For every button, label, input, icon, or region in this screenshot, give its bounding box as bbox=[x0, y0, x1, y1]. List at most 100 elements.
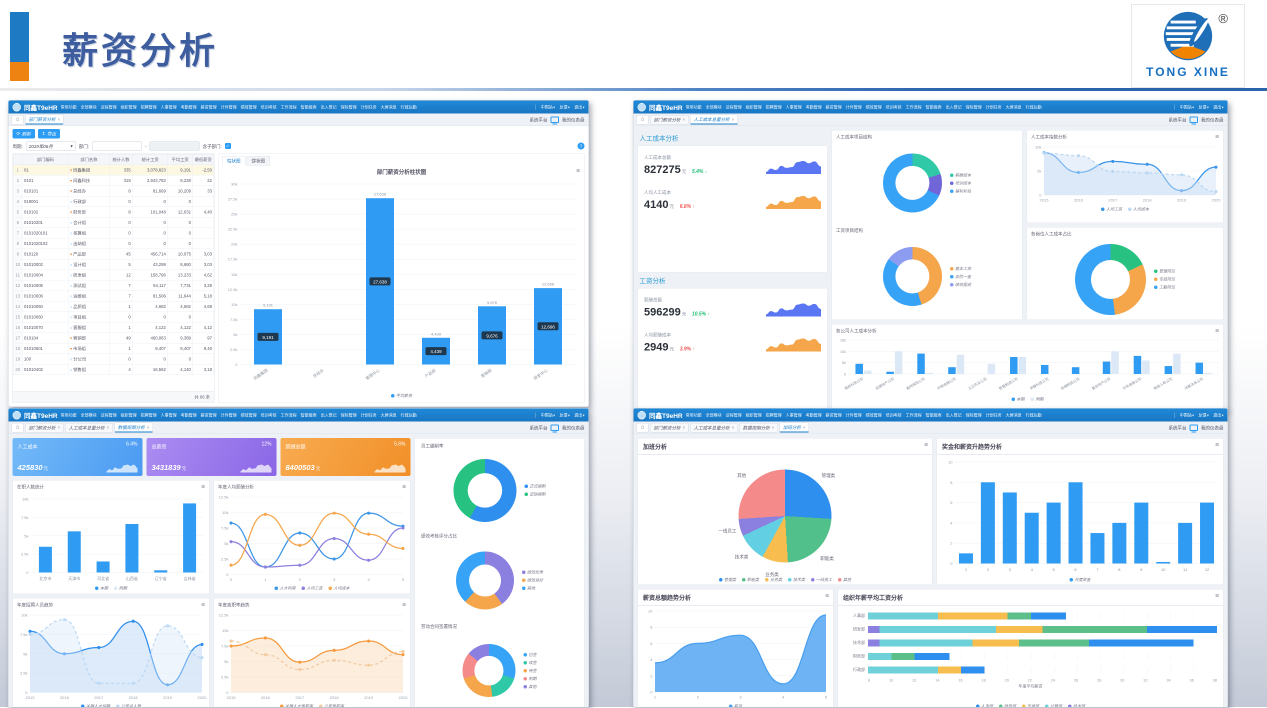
legend-item[interactable]: 其他 bbox=[838, 577, 851, 583]
tab[interactable]: 部门薪资分析 × bbox=[650, 114, 689, 125]
stack-segment[interactable] bbox=[1147, 625, 1217, 633]
legend-item[interactable]: 工勤岗位 bbox=[1154, 285, 1175, 291]
nav-item[interactable]: 全部模块 bbox=[80, 412, 97, 418]
donut-chart[interactable] bbox=[883, 153, 942, 213]
nav-dropdown[interactable]: 中国站▾ bbox=[540, 412, 555, 418]
nav-dropdown[interactable]: 中国站▾ bbox=[540, 104, 555, 110]
annual-salary-line-chart[interactable]: 0 2.5k 5k 7.5k 10k 12.5k 0 1 2 3 4 5 bbox=[214, 492, 410, 583]
nav-dropdown[interactable]: 反馈▾ bbox=[1198, 104, 1209, 110]
legend-item[interactable]: 人均成本 bbox=[328, 586, 350, 592]
platform-link[interactable]: 系统平台 bbox=[529, 425, 548, 431]
table-row[interactable]: 20 01010402 ○销售组 4 16,562 4,140 3,18 bbox=[12, 364, 215, 375]
dashboard-link[interactable]: 我的仪表盘 bbox=[561, 425, 585, 431]
nav-item[interactable]: 智能报表 bbox=[925, 412, 942, 418]
nav-item[interactable]: 保险管理 bbox=[340, 412, 357, 418]
tab[interactable]: 部门薪资分析 × bbox=[25, 114, 64, 125]
nav-item[interactable]: 招聘管理 bbox=[140, 412, 157, 418]
legend-item[interactable]: 职能类 bbox=[742, 577, 759, 583]
legend-item[interactable]: 福利补贴 bbox=[950, 188, 971, 194]
nav-item[interactable]: 常用功能 bbox=[60, 104, 77, 110]
nav-item[interactable]: 工作流程 bbox=[905, 412, 922, 418]
legend-item[interactable]: 到期 bbox=[523, 676, 537, 682]
period-select[interactable]: 2019年06月 ▾ bbox=[25, 141, 76, 151]
legend-item[interactable]: 人才利用 bbox=[274, 586, 296, 592]
legend-item[interactable]: 绩效提成 bbox=[950, 282, 971, 288]
table-row[interactable]: 14 01010050 ○品质组 1 4,682 4,682 4,68 bbox=[12, 301, 215, 312]
legend-item[interactable]: 人事部 bbox=[976, 703, 993, 707]
platform-link[interactable]: 系统平台 bbox=[1168, 117, 1187, 123]
nav-item[interactable]: 智能报表 bbox=[925, 104, 942, 110]
nav-item[interactable]: 人事管理 bbox=[785, 412, 802, 418]
legend-item[interactable]: 薪资 bbox=[729, 703, 742, 707]
table-row[interactable]: 4 019001 ○行政部 0 0 0 bbox=[12, 196, 215, 207]
nav-item[interactable]: 人事管理 bbox=[160, 104, 177, 110]
post-cost-donut[interactable]: 管理岗位 专技岗位 工勤岗位 bbox=[1027, 239, 1223, 320]
nav-dropdown[interactable]: 反馈▾ bbox=[559, 104, 570, 110]
nav-item[interactable]: 常用功能 bbox=[60, 412, 77, 418]
nav-item[interactable]: 全部模块 bbox=[80, 104, 97, 110]
nav-item[interactable]: 组织管理 bbox=[745, 412, 762, 418]
nav-item[interactable]: 大屏消息 bbox=[1005, 104, 1022, 110]
tab[interactable]: 数据周期分析 × bbox=[114, 422, 153, 433]
stack-segment[interactable] bbox=[868, 612, 938, 620]
table-row[interactable]: 16 01010070 ○客服组 1 4,122 4,122 4,12 bbox=[12, 322, 215, 333]
export-button[interactable]: ↥ 导出 bbox=[37, 129, 61, 139]
column-header[interactable]: 统计人数 bbox=[109, 154, 133, 165]
nav-item[interactable]: 行政后勤 bbox=[400, 412, 417, 418]
expand-icon[interactable]: ▾ bbox=[70, 210, 73, 215]
nav-item[interactable]: 考勤管理 bbox=[180, 412, 197, 418]
stack-segment[interactable] bbox=[879, 625, 996, 633]
stack-segment[interactable] bbox=[879, 639, 973, 647]
table-row[interactable]: 8 0101020102 ○出纳组 0 0 0 bbox=[12, 238, 215, 249]
stack-segment[interactable] bbox=[914, 652, 950, 660]
legend-item[interactable]: 其他 bbox=[522, 586, 535, 592]
nav-item[interactable]: 计件管理 bbox=[220, 104, 237, 110]
table-row[interactable]: 12 01010005 ○测试组 7 54,117 7,731 3,29 bbox=[12, 280, 215, 291]
menu-icon[interactable]: ≡ bbox=[1215, 326, 1219, 334]
legend-item[interactable]: 管理岗位 bbox=[1154, 269, 1175, 275]
platform-link[interactable]: 系统平台 bbox=[1168, 425, 1187, 431]
table-row[interactable]: 11 01010004 ○研发组 12 158,796 13,233 4,62 bbox=[12, 269, 215, 281]
tab[interactable]: 部门薪资分析 × bbox=[25, 422, 64, 433]
nav-item[interactable]: 绩效管理 bbox=[865, 412, 882, 418]
legend-item[interactable]: 人均工资 bbox=[1101, 206, 1122, 212]
expand-icon[interactable]: ▾ bbox=[70, 346, 73, 352]
nav-item[interactable]: 计件管理 bbox=[845, 104, 862, 110]
donut-chart[interactable] bbox=[462, 644, 516, 698]
nav-item[interactable]: 培训考核 bbox=[885, 412, 902, 418]
nav-item[interactable]: 出入登记 bbox=[945, 104, 962, 110]
column-header[interactable]: 部门编码 bbox=[22, 154, 69, 165]
tab[interactable]: 人工成本总量分析 × bbox=[690, 422, 738, 433]
company-cost-bar-chart[interactable]: 0 5k 10k 15k 城启科技公司 浪潮地产公司 森特保险公司 中物金融公司 立正实业公司数… bbox=[832, 336, 1223, 394]
dept-salary-bar-chart[interactable]: 0 2.5k 5k 7.5k 10k 12.5k 15k 17.5k 20k 22.5k 25k 27… bbox=[222, 177, 581, 391]
nav-item[interactable]: 议程管理 bbox=[100, 412, 117, 418]
column-header[interactable]: 最低薪资 bbox=[192, 154, 215, 165]
table-row[interactable]: 10 01010002 ○设计组 5 43,299 8,660 3,03 bbox=[12, 259, 215, 270]
nav-item[interactable]: 出入登记 bbox=[320, 104, 337, 110]
nav-item[interactable]: 组织管理 bbox=[745, 104, 762, 110]
org-salary-stacked-chart[interactable]: 人事部 研发部 技术部 财务部 行政部 8 10 12 14 16 18 20 22 24 26 28 30 32… bbox=[838, 606, 1223, 701]
nav-item[interactable]: 薪资管理 bbox=[200, 104, 217, 110]
nav-item[interactable]: 培训考核 bbox=[260, 412, 277, 418]
table-row[interactable]: 5 010102 ▾财务部 8 101,048 12,631 4,40 bbox=[12, 206, 215, 218]
nav-item[interactable]: 常用功能 bbox=[685, 412, 702, 418]
menu-icon[interactable]: ≡ bbox=[201, 482, 205, 490]
legend-item[interactable]: 五险一金 bbox=[950, 274, 971, 280]
legend-item[interactable]: 业务类 bbox=[765, 577, 782, 583]
nav-dropdown[interactable]: 中国站▾ bbox=[1179, 104, 1194, 110]
nav-item[interactable]: 计划任务 bbox=[360, 104, 377, 110]
donut-chart[interactable] bbox=[1075, 243, 1146, 315]
nav-item[interactable]: 招聘管理 bbox=[765, 104, 782, 110]
close-icon[interactable]: × bbox=[771, 425, 775, 430]
stack-segment[interactable] bbox=[868, 666, 938, 674]
nav-item[interactable]: 出入登记 bbox=[945, 412, 962, 418]
nav-dropdown[interactable]: 退出▾ bbox=[574, 412, 585, 418]
nav-item[interactable]: 绩效管理 bbox=[240, 104, 257, 110]
legend-item[interactable]: 续签 bbox=[523, 660, 537, 666]
table-row[interactable]: 1 01 ▾同鑫集团 335 3,078,823 9,191 -2,50 bbox=[12, 164, 215, 176]
nav-item[interactable]: 招聘管理 bbox=[765, 412, 782, 418]
dept-to-input[interactable] bbox=[149, 141, 200, 151]
legend-item[interactable]: 公司离职率 bbox=[319, 703, 344, 707]
tab[interactable]: 人工成本总量分析 × bbox=[690, 114, 738, 125]
nav-item[interactable]: 薪资管理 bbox=[200, 412, 217, 418]
